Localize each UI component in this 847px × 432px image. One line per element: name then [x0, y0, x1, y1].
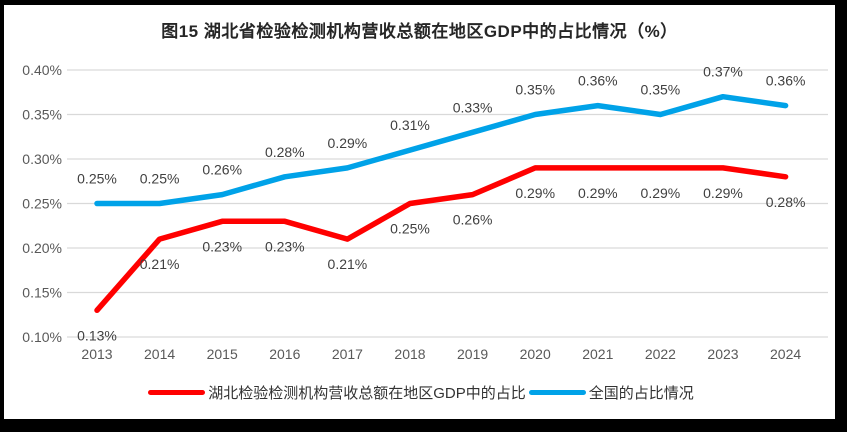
x-tick-label: 2016	[269, 346, 300, 362]
data-label: 0.33%	[453, 99, 493, 115]
x-tick-label: 2015	[207, 346, 238, 362]
data-label: 0.23%	[202, 238, 242, 254]
y-tick-label: 0.40%	[22, 62, 62, 78]
y-tick-label: 0.10%	[22, 329, 62, 345]
x-tick-label: 2019	[457, 346, 488, 362]
legend: 湖北检验检测机构营收总额在地区GDP中的占比 全国的占比情况	[4, 382, 835, 403]
plot-area: 0.10% 0.15% 0.20% 0.25% 0.30% 0.35% 0.40% 2013 2…	[22, 62, 828, 362]
data-label: 0.35%	[515, 82, 555, 98]
data-label: 0.25%	[77, 171, 117, 187]
data-label: 0.25%	[390, 221, 430, 237]
data-label: 0.28%	[265, 144, 305, 160]
x-tick-label: 2017	[332, 346, 363, 362]
data-label: 0.13%	[77, 327, 117, 343]
data-label: 0.21%	[140, 256, 180, 272]
legend-label-national: 全国的占比情况	[588, 385, 694, 402]
y-tick-label: 0.30%	[22, 151, 62, 167]
x-tick-label: 2014	[144, 346, 175, 362]
y-tick-label: 0.35%	[22, 107, 62, 123]
x-tick-label: 2018	[394, 346, 425, 362]
data-label: 0.36%	[766, 73, 806, 89]
data-label: 0.25%	[140, 171, 180, 187]
y-tick-label: 0.20%	[22, 240, 62, 256]
legend-label-hubei: 湖北检验检测机构营收总额在地区GDP中的占比	[208, 385, 526, 402]
x-tick-label: 2024	[770, 346, 801, 362]
legend-swatch-hubei	[148, 390, 206, 395]
y-tick-label: 0.25%	[22, 196, 62, 212]
x-tick-label: 2021	[582, 346, 613, 362]
data-label: 0.28%	[766, 194, 806, 210]
data-label: 0.29%	[703, 185, 743, 201]
data-label: 0.26%	[453, 212, 493, 228]
data-label: 0.31%	[390, 117, 430, 133]
data-label: 0.29%	[641, 185, 681, 201]
chart-title: 图15 湖北省检验检测机构营收总额在地区GDP中的占比情况（%）	[161, 22, 678, 41]
x-tick-label: 2023	[707, 346, 738, 362]
series-line-hubei	[94, 165, 789, 314]
data-label: 0.36%	[578, 73, 618, 89]
legend-swatch-national	[528, 390, 586, 395]
data-label: 0.37%	[703, 64, 743, 80]
data-label: 0.29%	[578, 185, 618, 201]
x-tick-label: 2022	[645, 346, 676, 362]
data-label: 0.35%	[641, 82, 681, 98]
x-tick-label: 2013	[81, 346, 112, 362]
data-label: 0.29%	[515, 185, 555, 201]
data-label: 0.29%	[328, 135, 368, 151]
y-tick-label: 0.15%	[22, 285, 62, 301]
data-label: 0.23%	[265, 238, 305, 254]
data-label: 0.26%	[202, 162, 242, 178]
data-label: 0.21%	[328, 256, 368, 272]
x-tick-label: 2020	[520, 346, 551, 362]
series-line-national	[94, 93, 789, 207]
